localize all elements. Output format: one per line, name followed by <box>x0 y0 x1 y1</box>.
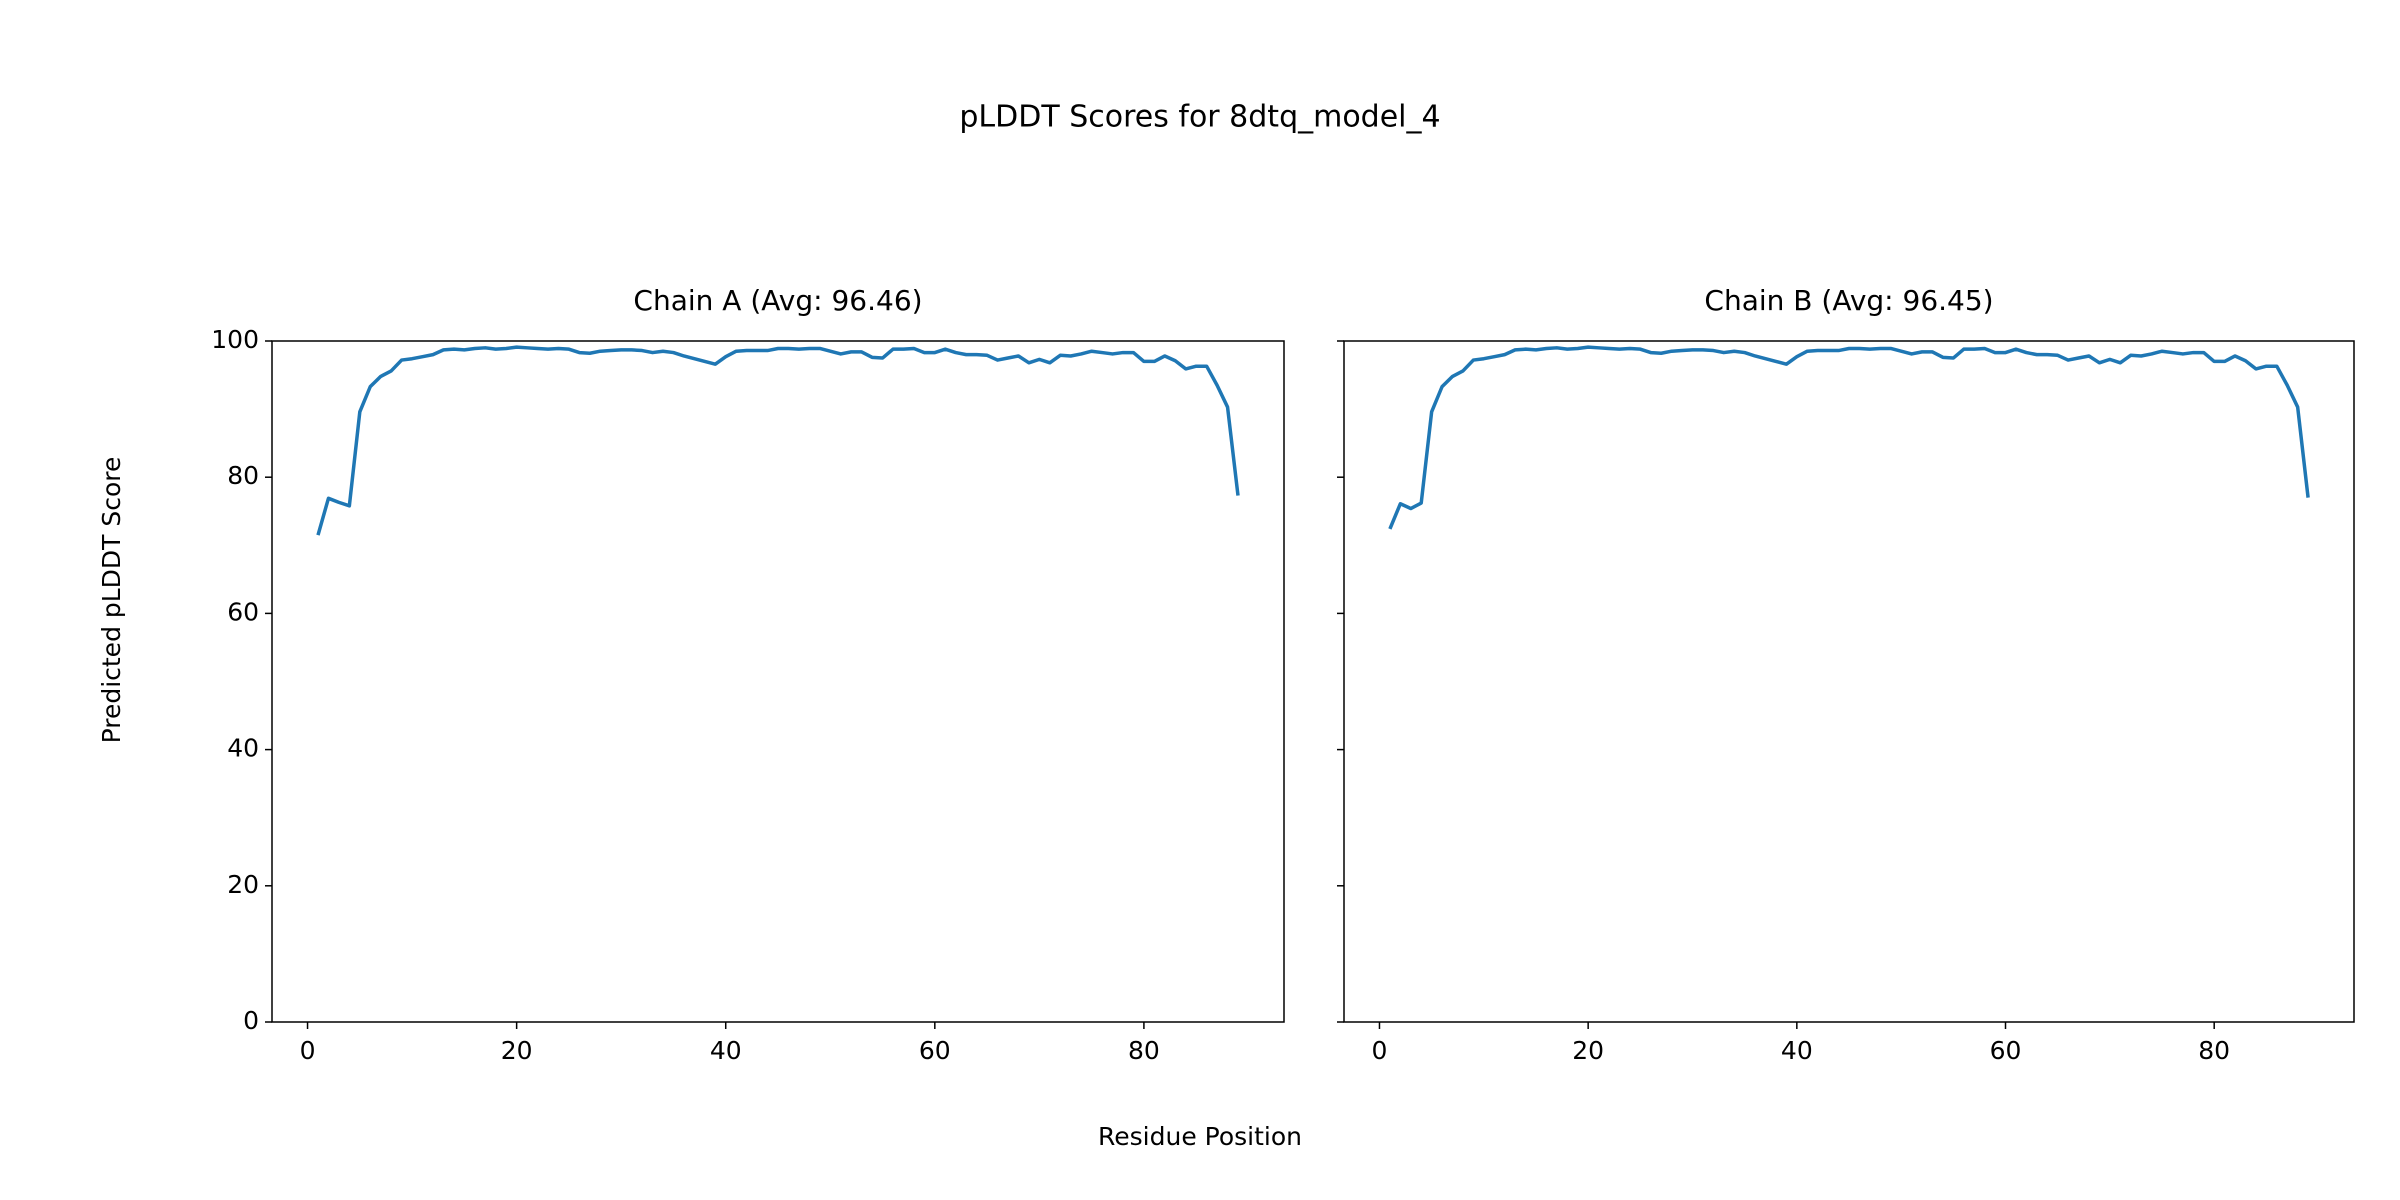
y-tick-label: 80 <box>227 461 259 490</box>
x-tick-label: 80 <box>2198 1036 2230 1065</box>
chart-title: pLDDT Scores for 8dtq_model_4 <box>959 100 1440 135</box>
x-tick-label: 0 <box>300 1036 316 1065</box>
x-tick-label: 20 <box>501 1036 533 1065</box>
panel-title: Chain A (Avg: 96.46) <box>633 284 922 317</box>
x-tick-label: 40 <box>710 1036 742 1065</box>
axes-frame <box>1343 340 2355 1023</box>
y-axis-label: Predicted pLDDT Score <box>97 457 126 744</box>
axes-frame <box>271 340 1285 1023</box>
x-tick-label: 20 <box>1572 1036 1604 1065</box>
x-tick-label: 40 <box>1781 1036 1813 1065</box>
x-tick-label: 60 <box>1990 1036 2022 1065</box>
y-tick-label: 100 <box>211 325 259 354</box>
x-tick-label: 0 <box>1372 1036 1388 1065</box>
y-tick-label: 20 <box>227 870 259 899</box>
y-tick-label: 60 <box>227 597 259 626</box>
x-axis-label: Residue Position <box>1098 1122 1302 1151</box>
panel-title: Chain B (Avg: 96.45) <box>1704 284 1993 317</box>
x-tick-label: 80 <box>1128 1036 1160 1065</box>
y-tick-label: 40 <box>227 734 259 763</box>
x-tick-label: 60 <box>919 1036 951 1065</box>
y-tick-label: 0 <box>243 1006 259 1035</box>
line <box>1388 345 2310 530</box>
line <box>316 345 1240 536</box>
